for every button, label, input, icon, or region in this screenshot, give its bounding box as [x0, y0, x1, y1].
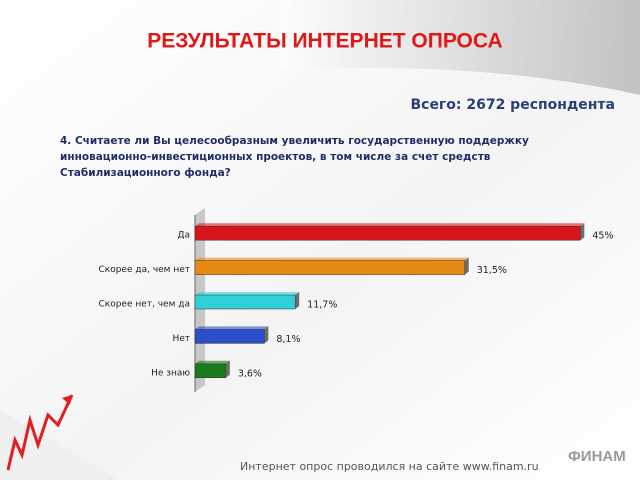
bar-top [195, 257, 469, 261]
logo: ФИНАМ [568, 448, 626, 465]
arrow-head [62, 395, 72, 405]
value-label: 31,5% [477, 265, 507, 276]
header-decoration [280, 0, 640, 95]
category-label: Нет [172, 334, 190, 344]
bar-side [464, 257, 469, 275]
bar-top [195, 360, 230, 364]
category-label: Не знаю [151, 368, 190, 378]
bar [194, 363, 227, 379]
growth-arrow [6, 394, 74, 471]
bar [194, 225, 581, 241]
bar-top [195, 223, 585, 227]
question: 4. Считаете ли Вы целесообразным увеличи… [60, 135, 529, 179]
value-label: 11,7% [307, 300, 337, 311]
subtitle: Всего: 2672 респондента [410, 97, 615, 113]
bar [194, 260, 465, 275]
category-label: Скорее да, чем нет [98, 265, 190, 275]
question-line: Стабилизационного фонда? [60, 167, 231, 179]
bar-side [580, 223, 585, 241]
bar-top [195, 292, 300, 295]
value-label: 3,6% [238, 368, 262, 379]
corner-decoration [0, 410, 120, 480]
value-label: 45% [592, 231, 613, 242]
bar-side [295, 292, 300, 309]
bar [194, 294, 296, 310]
category-label: Да [177, 231, 190, 241]
category-label: Скорее нет, чем да [98, 300, 190, 310]
footer: Интернет опрос проводился на сайте www.f… [240, 460, 539, 473]
value-label: 8,1% [276, 334, 300, 345]
bar [194, 329, 265, 344]
title: РЕЗУЛЬТАТЫ ИНТЕРНЕТ ОПРОСА [147, 30, 502, 53]
bar-side [264, 326, 269, 344]
bar-top [195, 326, 269, 330]
question-line: инновационно-инвестиционных проектов, в … [60, 151, 491, 163]
question-line: 4. Считаете ли Вы целесообразным увеличи… [60, 135, 529, 147]
bar-side [225, 360, 230, 378]
